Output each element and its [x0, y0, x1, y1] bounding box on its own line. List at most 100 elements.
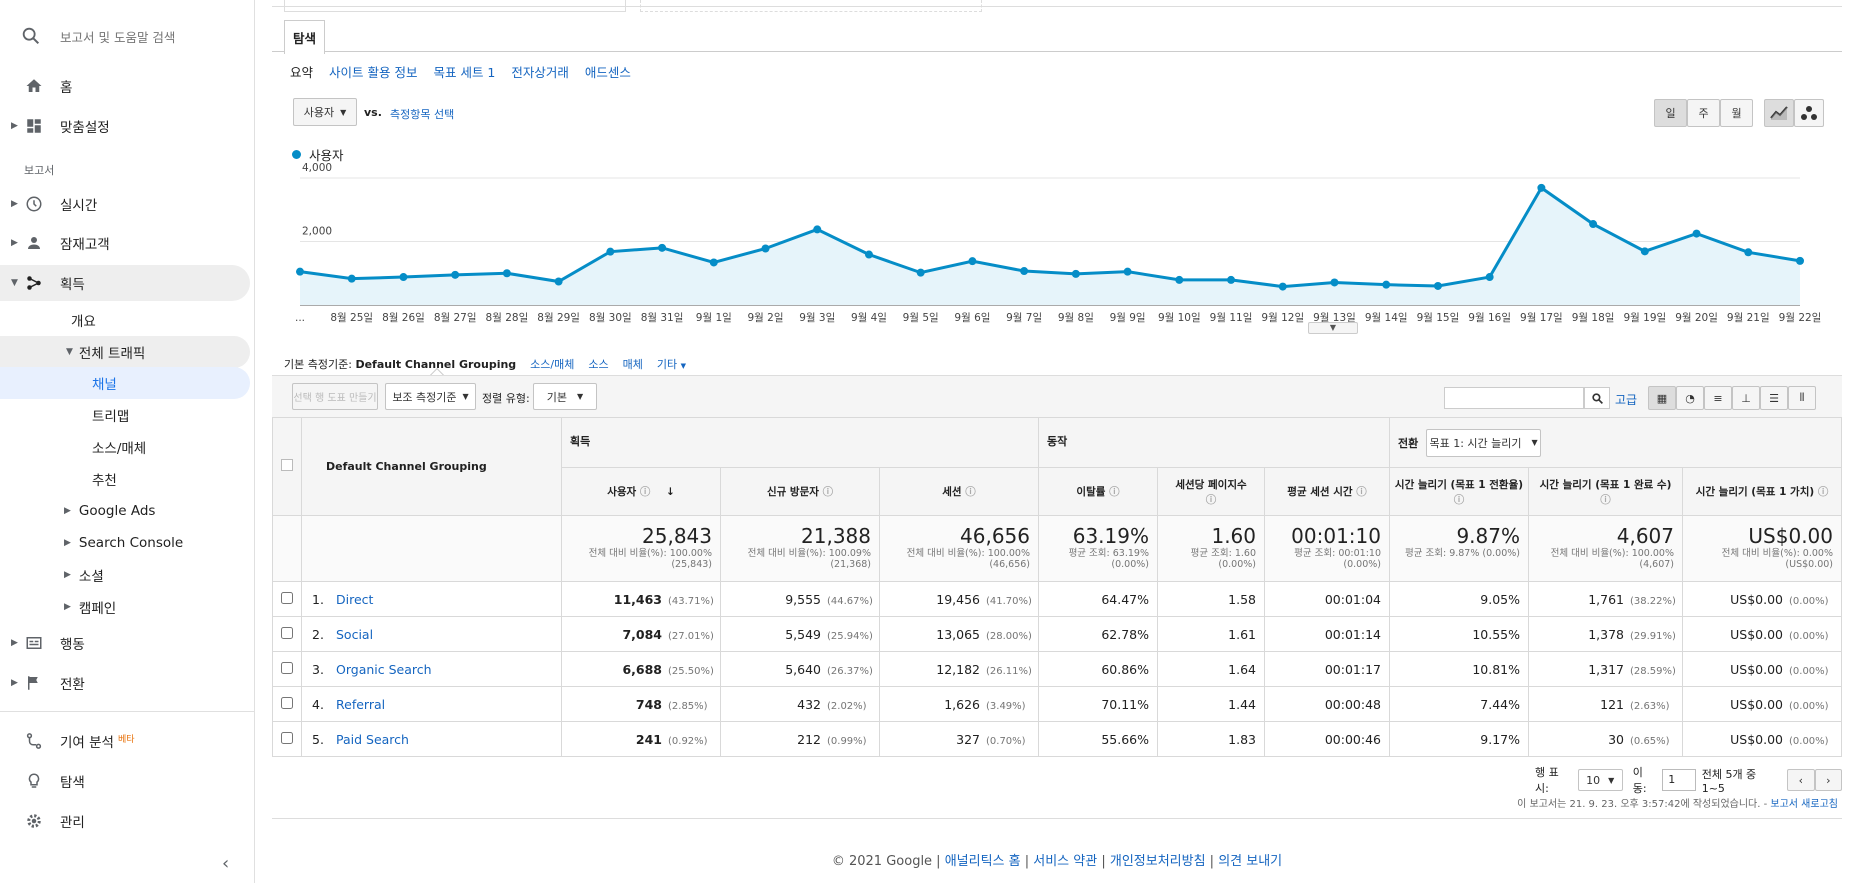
help-icon[interactable]: ⓘ: [1205, 493, 1217, 506]
nav-google-ads[interactable]: ▶ Google Ads: [0, 495, 250, 527]
nav-audience[interactable]: ▶ 잠재고객: [0, 225, 250, 261]
help-icon[interactable]: ⓘ: [1453, 493, 1465, 506]
data-point: [347, 274, 356, 283]
dim-link-medium[interactable]: 매체: [622, 358, 643, 371]
dropdown-arrow-icon: ▼: [680, 362, 686, 370]
new-users-pct: (44.67%): [827, 595, 873, 607]
footer-link-feedback[interactable]: 의견 보내기: [1218, 854, 1283, 869]
channel-link[interactable]: Direct: [336, 591, 374, 607]
row-checkbox[interactable]: [281, 661, 293, 674]
channel-link[interactable]: Organic Search: [336, 661, 432, 677]
col-goal-conversion-rate[interactable]: 시간 늘리기 (목표 1 전환율) ⓘ: [1389, 467, 1529, 516]
col-pages-per-session[interactable]: 세션당 페이지수 ⓘ: [1157, 467, 1265, 516]
goto-input[interactable]: 1: [1662, 769, 1696, 791]
nav-social[interactable]: ▶ 소셜: [0, 559, 250, 591]
help-icon[interactable]: ⓘ: [1817, 486, 1829, 498]
table-search-icon[interactable]: [1584, 387, 1610, 409]
col-goal-completions[interactable]: 시간 늘리기 (목표 1 완료 수) ⓘ: [1528, 467, 1683, 516]
subtab-goal-set[interactable]: 목표 세트 1: [433, 65, 496, 80]
nav-source-medium[interactable]: 소스/매체: [0, 431, 250, 463]
nav-overview[interactable]: 개요: [0, 304, 250, 336]
col-new-users[interactable]: 신규 방문자 ⓘ: [720, 467, 880, 516]
help-icon[interactable]: ⓘ: [639, 486, 651, 498]
period-day-button[interactable]: 일: [1654, 99, 1687, 127]
subtabs: 요약 사이트 활용 정보 목표 세트 1 전자상거래 애드센스: [290, 62, 631, 81]
refresh-report-link[interactable]: 보고서 새로고침: [1770, 799, 1838, 810]
col-value-label: 시간 늘리기 (목표 1 가치): [1695, 486, 1815, 498]
comparison-view-icon[interactable]: ⊥: [1732, 386, 1760, 410]
table-search-input[interactable]: [1444, 387, 1584, 409]
metric-select[interactable]: 사용자 ▼: [293, 98, 357, 126]
channel-link[interactable]: Social: [336, 626, 374, 642]
channel-link[interactable]: Referral: [336, 696, 386, 712]
footer-link-terms[interactable]: 서비스 약관: [1033, 854, 1098, 869]
chart-resize-handle[interactable]: ▼: [1308, 322, 1358, 334]
line-chart-icon[interactable]: [1764, 99, 1794, 127]
row-checkbox[interactable]: [281, 626, 293, 639]
help-icon[interactable]: ⓘ: [1356, 486, 1367, 498]
pivot-view-icon[interactable]: ⦀: [1788, 386, 1816, 410]
nav-realtime[interactable]: ▶ 실시간: [0, 186, 250, 222]
goal-select[interactable]: 목표 1: 시간 늘리기 ▼: [1426, 428, 1542, 457]
subtab-ecommerce[interactable]: 전자상거래: [511, 65, 569, 80]
nav-behavior[interactable]: ▶ 행동: [0, 625, 250, 661]
nav-all-traffic[interactable]: ▼ 전체 트래픽: [0, 336, 250, 368]
report-search[interactable]: 보고서 및 도움말 검색: [20, 20, 175, 52]
select-metric-link[interactable]: 측정항목 선택: [390, 108, 455, 121]
prev-page-icon[interactable]: ‹: [1787, 769, 1815, 791]
col-bounce-rate[interactable]: 이탈률 ⓘ: [1038, 467, 1158, 516]
nav-conversions[interactable]: ▶ 전환: [0, 665, 250, 701]
nav-referrals[interactable]: 추천: [0, 463, 250, 495]
col-sessions[interactable]: 세션 ⓘ: [879, 467, 1039, 516]
term-cloud-view-icon[interactable]: ☰: [1760, 386, 1788, 410]
dim-link-source[interactable]: 소스: [588, 358, 609, 371]
tab-explorer[interactable]: 탐색: [284, 20, 326, 54]
pie-view-icon[interactable]: ◔: [1676, 386, 1704, 410]
dim-link-other[interactable]: 기타 ▼: [657, 356, 686, 372]
nav-custom[interactable]: ▶ 맞춤설정: [0, 108, 250, 144]
row-checkbox[interactable]: [281, 696, 293, 709]
nav-treemaps[interactable]: 트리맵: [0, 399, 250, 431]
select-all-checkbox[interactable]: [281, 459, 293, 471]
motion-chart-icon[interactable]: [1794, 99, 1824, 127]
subtab-adsense[interactable]: 애드센스: [584, 65, 631, 80]
next-page-icon[interactable]: ›: [1814, 769, 1842, 791]
subtab-summary[interactable]: 요약: [290, 65, 314, 80]
plot-rows-button[interactable]: 선택 행 도표 만들기: [292, 383, 378, 410]
nav-search-console[interactable]: ▶ Search Console: [0, 527, 250, 559]
sessions-pct: (41.70%): [986, 595, 1032, 607]
row-checkbox[interactable]: [281, 591, 293, 604]
rows-per-page-select[interactable]: 10 ▼: [1577, 769, 1623, 791]
secondary-dimension-select[interactable]: 보조 측정기준 ▼: [385, 383, 476, 410]
footer-link-privacy[interactable]: 개인정보처리방침: [1109, 854, 1206, 869]
help-icon[interactable]: ⓘ: [822, 486, 834, 498]
performance-view-icon[interactable]: ≡: [1704, 386, 1732, 410]
row-checkbox[interactable]: [281, 731, 293, 744]
col-avg-session-duration[interactable]: 평균 세션 시간 ⓘ: [1264, 467, 1390, 516]
nav-acquisition[interactable]: ▼ 획득: [0, 265, 250, 301]
subtab-site-usage[interactable]: 사이트 활용 정보: [329, 65, 418, 80]
period-month-button[interactable]: 월: [1720, 99, 1753, 127]
period-week-button[interactable]: 주: [1687, 99, 1720, 127]
dim-column-header[interactable]: Default Channel Grouping: [301, 417, 562, 516]
channel-link[interactable]: Paid Search: [336, 731, 409, 747]
nav-channels[interactable]: 채널: [0, 367, 250, 399]
col-goal-value[interactable]: 시간 늘리기 (목표 1 가치) ⓘ: [1682, 467, 1842, 516]
nav-discover[interactable]: 탐색: [0, 763, 250, 799]
sort-type-select[interactable]: 기본 ▼: [533, 383, 597, 410]
nav-attribution[interactable]: 기여 분석 베타: [0, 723, 250, 759]
dim-link-source-medium[interactable]: 소스/매체: [530, 358, 575, 371]
table-view-icon[interactable]: ▦: [1648, 386, 1676, 410]
advanced-filter-link[interactable]: 고급: [1615, 393, 1638, 407]
footer-link-analytics-home[interactable]: 애널리틱스 홈: [944, 854, 1021, 869]
nav-campaigns[interactable]: ▶ 캠페인: [0, 591, 250, 623]
duration-cell: 00:00:46: [1264, 721, 1390, 757]
help-icon[interactable]: ⓘ: [965, 486, 976, 498]
nav-campaigns-label: 캠페인: [78, 601, 117, 617]
nav-home[interactable]: 홈: [0, 68, 250, 104]
help-icon[interactable]: ⓘ: [1109, 486, 1120, 498]
collapse-sidebar-icon[interactable]: ‹: [222, 853, 230, 874]
col-users[interactable]: 사용자 ⓘ ↓: [561, 467, 721, 516]
nav-admin[interactable]: 관리: [0, 803, 250, 839]
help-icon[interactable]: ⓘ: [1600, 493, 1611, 506]
